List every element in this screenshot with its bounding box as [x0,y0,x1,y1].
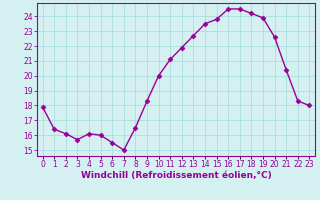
X-axis label: Windchill (Refroidissement éolien,°C): Windchill (Refroidissement éolien,°C) [81,171,271,180]
